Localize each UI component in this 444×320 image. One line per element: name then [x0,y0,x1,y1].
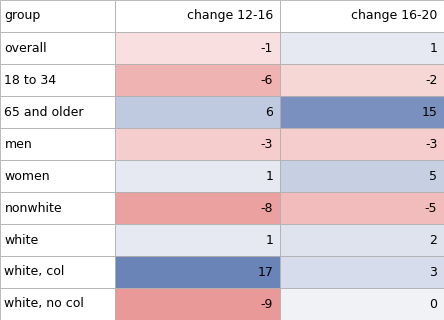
FancyBboxPatch shape [0,0,115,32]
FancyBboxPatch shape [0,32,115,64]
FancyBboxPatch shape [0,288,115,320]
Text: white: white [4,234,39,246]
Text: white, col: white, col [4,266,65,278]
Text: -5: -5 [425,202,437,214]
FancyBboxPatch shape [0,256,115,288]
Text: -8: -8 [261,202,273,214]
Text: 1: 1 [429,42,437,54]
FancyBboxPatch shape [280,160,444,192]
Text: 18 to 34: 18 to 34 [4,74,56,86]
Text: -1: -1 [261,42,273,54]
Text: 1: 1 [265,234,273,246]
Text: nonwhite: nonwhite [4,202,62,214]
Text: 15: 15 [421,106,437,118]
FancyBboxPatch shape [0,160,115,192]
Text: 5: 5 [429,170,437,182]
FancyBboxPatch shape [115,160,280,192]
Text: 1: 1 [265,170,273,182]
Text: men: men [4,138,32,150]
FancyBboxPatch shape [280,0,444,32]
Text: overall: overall [4,42,47,54]
Text: change 16-20: change 16-20 [351,10,437,22]
Text: white, no col: white, no col [4,298,84,310]
Text: 65 and older: 65 and older [4,106,84,118]
FancyBboxPatch shape [280,64,444,96]
FancyBboxPatch shape [115,192,280,224]
FancyBboxPatch shape [115,128,280,160]
Text: group: group [4,10,41,22]
FancyBboxPatch shape [115,0,280,32]
Text: -2: -2 [425,74,437,86]
FancyBboxPatch shape [280,128,444,160]
FancyBboxPatch shape [280,192,444,224]
FancyBboxPatch shape [280,256,444,288]
Text: women: women [4,170,50,182]
Text: 3: 3 [429,266,437,278]
Text: 0: 0 [429,298,437,310]
FancyBboxPatch shape [0,128,115,160]
FancyBboxPatch shape [115,224,280,256]
Text: -3: -3 [261,138,273,150]
FancyBboxPatch shape [115,288,280,320]
FancyBboxPatch shape [115,64,280,96]
FancyBboxPatch shape [280,288,444,320]
Text: change 12-16: change 12-16 [187,10,273,22]
Text: -3: -3 [425,138,437,150]
Text: -9: -9 [261,298,273,310]
Text: 6: 6 [265,106,273,118]
FancyBboxPatch shape [0,224,115,256]
FancyBboxPatch shape [280,96,444,128]
Text: -6: -6 [261,74,273,86]
FancyBboxPatch shape [280,224,444,256]
FancyBboxPatch shape [0,96,115,128]
Text: 2: 2 [429,234,437,246]
FancyBboxPatch shape [0,192,115,224]
FancyBboxPatch shape [115,32,280,64]
FancyBboxPatch shape [115,256,280,288]
Text: 17: 17 [257,266,273,278]
FancyBboxPatch shape [115,96,280,128]
FancyBboxPatch shape [0,64,115,96]
FancyBboxPatch shape [280,32,444,64]
